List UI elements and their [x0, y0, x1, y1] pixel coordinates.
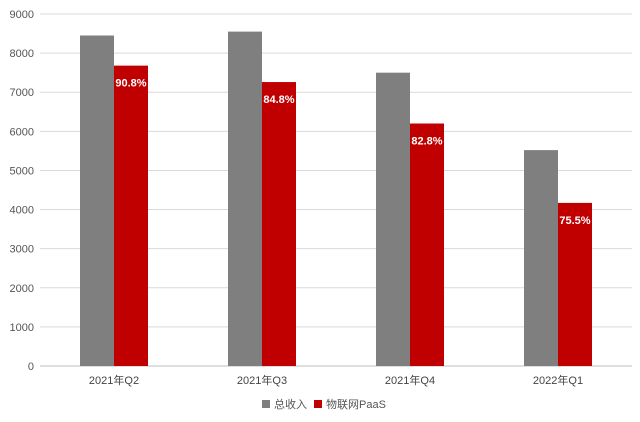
x-tick-label: 2022年Q1: [533, 373, 583, 387]
y-tick-label: 8000: [10, 48, 34, 60]
bar-total-revenue: [524, 150, 558, 366]
y-tick-label: 4000: [10, 205, 34, 217]
bar-iot-paas: [558, 202, 592, 366]
y-tick-label: 6000: [10, 126, 34, 138]
x-tick-label: 2021年Q4: [385, 373, 435, 387]
bar-total-revenue: [376, 72, 410, 367]
y-tick-label: 0: [28, 361, 34, 373]
data-label: 82.8%: [411, 136, 442, 148]
data-label: 90.8%: [115, 78, 146, 90]
legend-label-total-revenue: 总收入: [274, 397, 307, 411]
bar-iot-paas: [114, 65, 148, 367]
y-tick-label: 1000: [10, 322, 34, 334]
y-tick-label: 2000: [10, 283, 34, 295]
x-tick-label: 2021年Q3: [237, 373, 287, 387]
data-labels: 90.8% 84.8% 82.8% 75.5%: [115, 78, 590, 227]
y-axis: 0 1000 2000 3000 4000 5000 6000 7000 8000 9000: [10, 9, 34, 373]
legend-swatch-total-revenue: [262, 400, 270, 408]
y-tick-label: 7000: [10, 87, 34, 99]
x-axis: 2021年Q2 2021年Q3 2021年Q4 2022年Q1: [89, 373, 583, 387]
data-label: 75.5%: [559, 215, 590, 227]
legend: 总收入 物联网PaaS: [262, 397, 386, 411]
x-tick-label: 2021年Q2: [89, 373, 139, 387]
bar-total-revenue: [80, 35, 114, 367]
y-tick-label: 5000: [10, 165, 34, 177]
bar-iot-paas: [262, 82, 296, 366]
y-tick-label: 3000: [10, 244, 34, 256]
legend-label-iot-paas: 物联网PaaS: [326, 397, 386, 411]
data-label: 84.8%: [263, 94, 294, 106]
bars: [80, 31, 592, 367]
bar-iot-paas: [410, 123, 444, 366]
legend-swatch-iot-paas: [314, 400, 322, 408]
bar-total-revenue: [228, 31, 262, 366]
y-tick-label: 9000: [10, 9, 34, 21]
